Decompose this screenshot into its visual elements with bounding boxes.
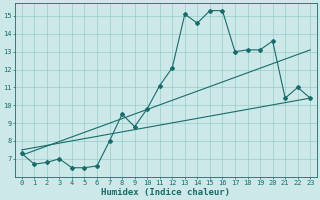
X-axis label: Humidex (Indice chaleur): Humidex (Indice chaleur): [101, 188, 230, 197]
